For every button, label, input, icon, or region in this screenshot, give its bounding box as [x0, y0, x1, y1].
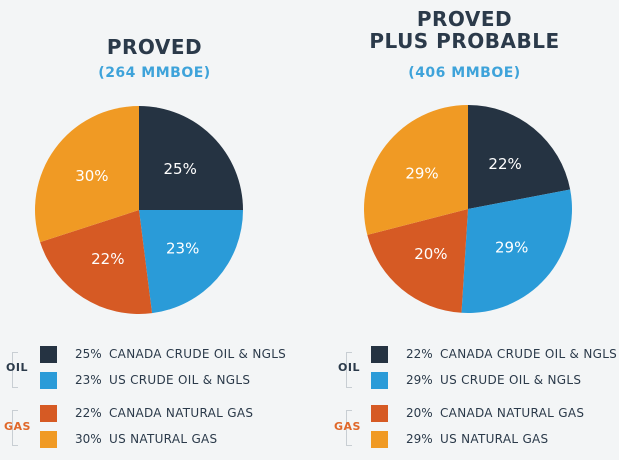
pie-slice-canada-oil	[468, 104, 571, 209]
legend-pct: 22%	[75, 406, 102, 420]
legend-swatch	[40, 371, 57, 389]
chart-subtitle: (264 MMBOE)	[98, 65, 211, 81]
pie-slice-label: 20%	[414, 245, 447, 263]
legend-label: CANADA NATURAL GAS	[440, 406, 585, 420]
legend-label: US CRUDE OIL & NGLS	[109, 373, 251, 387]
oil-group-label: OIL	[6, 361, 28, 374]
legend-swatch	[40, 430, 57, 448]
legend-pct: 25%	[75, 347, 102, 361]
oil-bracket	[346, 352, 352, 388]
chart-panel-proved: PROVED (264 MMBOE) 25% 23% 22% 30% OIL GAS …	[0, 0, 309, 460]
pie-slice-label: 25%	[164, 160, 197, 178]
oil-group-label: OIL	[338, 361, 360, 374]
legend-swatch	[371, 345, 388, 363]
gas-group-label: GAS	[4, 420, 31, 433]
pie-chart-proved-plus-probable: 22% 29% 20% 29%	[364, 104, 573, 313]
pie-slice-label: 29%	[405, 164, 438, 182]
legend-label: US CRUDE OIL & NGLS	[440, 373, 582, 387]
chart-panel-proved-plus-probable: PROVED PLUS PROBABLE (406 MMBOE) 22% 29% 2…	[310, 0, 619, 460]
chart-subtitle: (406 MMBOE)	[408, 65, 521, 81]
legend-swatch	[371, 404, 388, 422]
legend-item-us-gas: 30% US NATURAL GAS	[40, 430, 217, 448]
legend-item-canada-oil: 25% CANADA CRUDE OIL & NGLS	[40, 345, 286, 363]
pie-slice-canada-gas	[40, 210, 153, 314]
pie-slice-label: 23%	[166, 240, 199, 258]
legend-pct: 29%	[406, 373, 433, 387]
legend-pct: 22%	[406, 347, 433, 361]
legend-label: US NATURAL GAS	[440, 432, 549, 446]
legend-pct: 29%	[406, 432, 433, 446]
gas-bracket	[346, 410, 352, 446]
legend-pct: 23%	[75, 373, 102, 387]
legend-proved-plus-probable: OIL GAS 22% CANADA CRUDE OIL & NGLS 29% …	[310, 340, 619, 460]
oil-bracket	[12, 352, 18, 388]
pie-slice-us-oil	[139, 210, 243, 314]
pie-slice-label: 30%	[75, 167, 108, 185]
legend-proved: OIL GAS 25% CANADA CRUDE OIL & NGLS 23% …	[0, 340, 309, 460]
legend-item-canada-gas: 20% CANADA NATURAL GAS	[371, 404, 584, 422]
legend-item-us-oil: 23% US CRUDE OIL & NGLS	[40, 371, 250, 389]
gas-bracket	[12, 410, 18, 446]
legend-item-us-oil: 29% US CRUDE OIL & NGLS	[371, 371, 581, 389]
legend-swatch	[40, 404, 57, 422]
pie-slice-us-gas	[364, 105, 468, 235]
pie-slice-label: 22%	[488, 155, 521, 173]
legend-label: CANADA CRUDE OIL & NGLS	[109, 347, 287, 361]
pie-slice-canada-gas	[367, 209, 468, 313]
legend-pct: 30%	[75, 432, 102, 446]
legend-item-us-gas: 29% US NATURAL GAS	[371, 430, 548, 448]
pie-slice-canada-oil	[139, 106, 243, 210]
legend-label: CANADA NATURAL GAS	[109, 406, 254, 420]
gas-group-label: GAS	[334, 420, 361, 433]
legend-item-canada-gas: 22% CANADA NATURAL GAS	[40, 404, 253, 422]
pie-slice-label: 22%	[91, 250, 124, 268]
legend-swatch	[371, 371, 388, 389]
legend-label: CANADA CRUDE OIL & NGLS	[440, 347, 618, 361]
legend-swatch	[371, 430, 388, 448]
legend-swatch	[40, 345, 57, 363]
legend-label: US NATURAL GAS	[109, 432, 218, 446]
pie-slice-label: 29%	[495, 239, 528, 257]
chart-title: PROVED	[106, 35, 203, 59]
pie-chart-proved: 25% 23% 22% 30%	[34, 106, 243, 314]
pie-slice-us-oil	[461, 189, 573, 313]
pie-slice-us-gas	[34, 106, 140, 243]
chart-title: PROVED PLUS PROBABLE	[369, 7, 560, 53]
legend-item-canada-oil: 22% CANADA CRUDE OIL & NGLS	[371, 345, 617, 363]
legend-pct: 20%	[406, 406, 433, 420]
